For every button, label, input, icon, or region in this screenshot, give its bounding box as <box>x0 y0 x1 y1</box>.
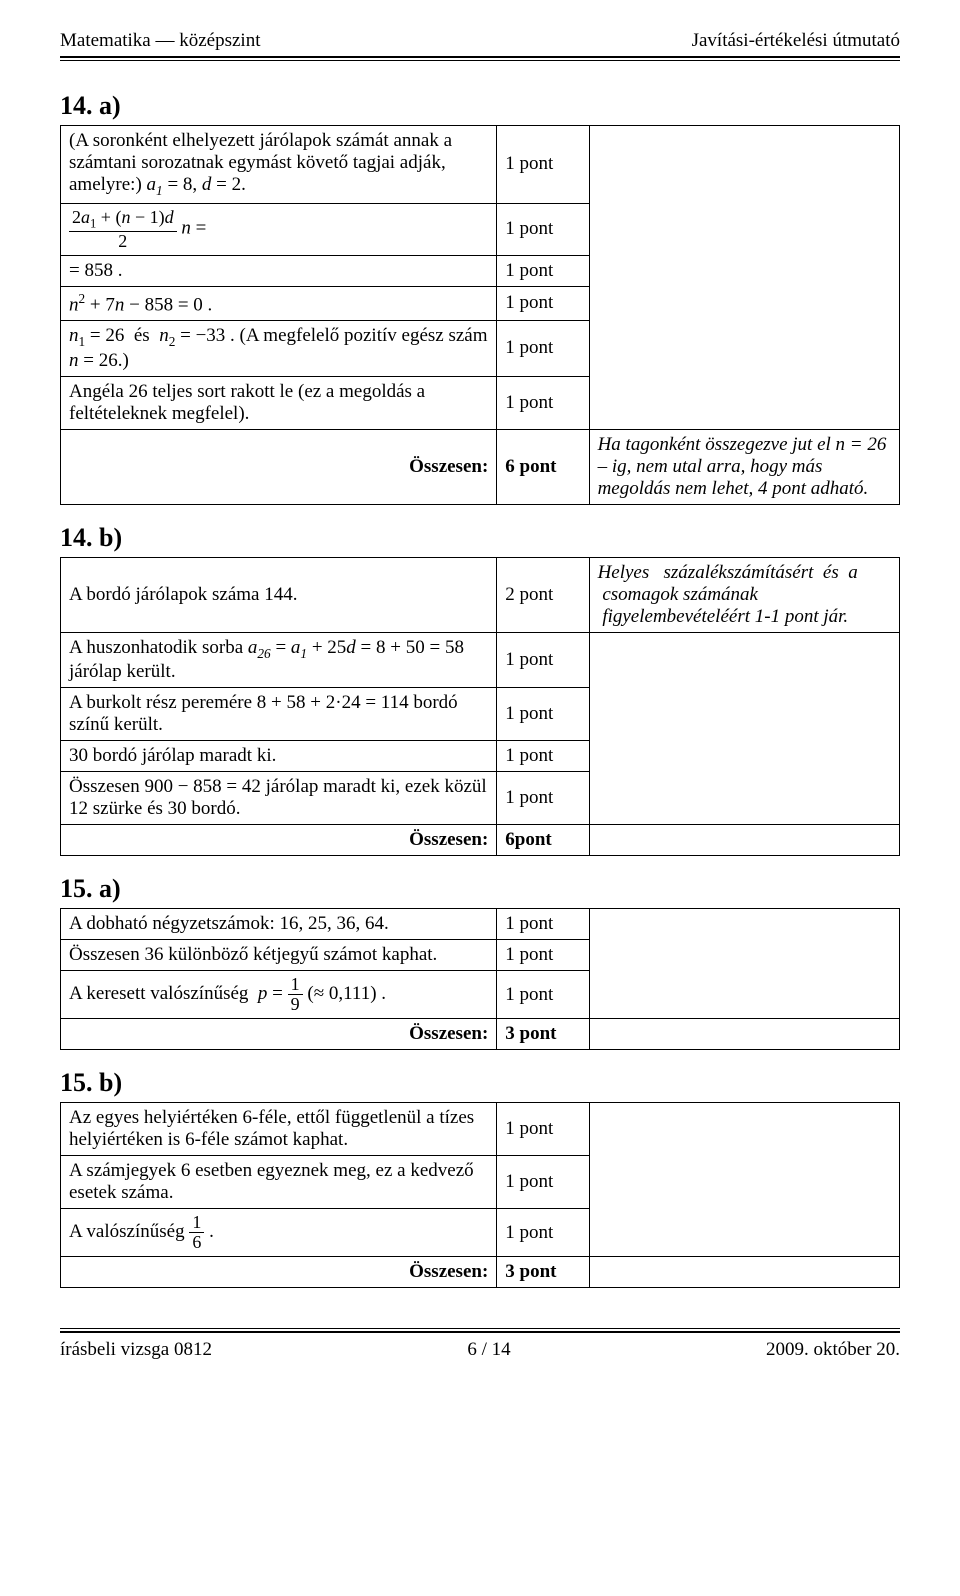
cell-total-label: Összesen: <box>61 825 497 856</box>
footer-rule-thick <box>60 1331 900 1333</box>
footer-right: 2009. október 20. <box>766 1339 900 1361</box>
cell-desc: n1 = 26 és n2 = −33 . (A megfelelő pozit… <box>61 320 497 376</box>
cell-pts: 1 pont <box>497 632 589 688</box>
cell-pts: 1 pont <box>497 286 589 320</box>
header-rule-thick <box>60 56 900 58</box>
cell-pts: 1 pont <box>497 909 589 940</box>
cell-pts: 1 pont <box>497 376 589 429</box>
page-header: Matematika — középszint Javítási-értékel… <box>60 30 900 52</box>
page-footer: írásbeli vizsga 0812 6 / 14 2009. októbe… <box>60 1328 900 1361</box>
cell-total-pts: 3 pont <box>497 1256 589 1287</box>
cell-desc: A keresett valószínűség p = 19 (≈ 0,111)… <box>61 971 497 1019</box>
table-14b: A bordó járólapok száma 144. 2 pont Hely… <box>60 557 900 857</box>
cell-desc: = 858 . <box>61 255 497 286</box>
cell-note <box>589 909 899 1019</box>
cell-note <box>589 126 899 430</box>
cell-desc: 30 bordó járólap maradt ki. <box>61 741 497 772</box>
cell-desc: Az egyes helyiértéken 6-féle, ettől függ… <box>61 1103 497 1156</box>
footer-left: írásbeli vizsga 0812 <box>60 1339 212 1361</box>
cell-pts: 1 pont <box>497 203 589 255</box>
cell-pts: 1 pont <box>497 971 589 1019</box>
cell-total-pts: 6pont <box>497 825 589 856</box>
cell-desc: 2a1 + (n − 1)d2 n = <box>61 203 497 255</box>
cell-note: Helyes százalékszámításért és a csomagok… <box>589 557 899 632</box>
cell-pts: 2 pont <box>497 557 589 632</box>
cell-pts: 1 pont <box>497 772 589 825</box>
cell-pts: 1 pont <box>497 1209 589 1257</box>
cell-desc: A dobható négyzetszámok: 16, 25, 36, 64. <box>61 909 497 940</box>
cell-total-note <box>589 1256 899 1287</box>
cell-total-label: Összesen: <box>61 1256 497 1287</box>
cell-total-note <box>589 1019 899 1050</box>
cell-desc: (A soronként elhelyezett járólapok számá… <box>61 126 497 204</box>
cell-pts: 1 pont <box>497 320 589 376</box>
cell-total-note: Ha tagonként összegezve jut el n = 26 – … <box>589 429 899 504</box>
cell-desc: A burkolt rész peremére 8 + 58 + 2·24 = … <box>61 688 497 741</box>
cell-total-label: Összesen: <box>61 429 497 504</box>
cell-desc: A valószínűség 16 . <box>61 1209 497 1257</box>
section-heading-14b: 14. b) <box>60 523 900 553</box>
table-15b: Az egyes helyiértéken 6-féle, ettől függ… <box>60 1102 900 1288</box>
header-right: Javítási-értékelési útmutató <box>692 30 900 52</box>
cell-desc: A számjegyek 6 esetben egyeznek meg, ez … <box>61 1156 497 1209</box>
cell-desc: A bordó járólapok száma 144. <box>61 557 497 632</box>
cell-desc: n2 + 7n − 858 = 0 . <box>61 286 497 320</box>
header-rule-thin <box>60 60 900 61</box>
cell-total-label: Összesen: <box>61 1019 497 1050</box>
section-heading-15b: 15. b) <box>60 1068 900 1098</box>
table-15a: A dobható négyzetszámok: 16, 25, 36, 64.… <box>60 908 900 1050</box>
cell-pts: 1 pont <box>497 688 589 741</box>
cell-total-note <box>589 825 899 856</box>
cell-total-pts: 3 pont <box>497 1019 589 1050</box>
cell-pts: 1 pont <box>497 741 589 772</box>
cell-pts: 1 pont <box>497 126 589 204</box>
cell-total-pts: 6 pont <box>497 429 589 504</box>
cell-note <box>589 632 899 825</box>
cell-pts: 1 pont <box>497 255 589 286</box>
section-heading-15a: 15. a) <box>60 874 900 904</box>
footer-center: 6 / 14 <box>467 1339 510 1361</box>
cell-desc: Angéla 26 teljes sort rakott le (ez a me… <box>61 376 497 429</box>
cell-pts: 1 pont <box>497 1103 589 1156</box>
cell-note <box>589 1103 899 1257</box>
header-left: Matematika — középszint <box>60 30 261 52</box>
footer-rule-thin <box>60 1328 900 1329</box>
table-14a: (A soronként elhelyezett járólapok számá… <box>60 125 900 505</box>
cell-desc: A huszonhatodik sorba a26 = a1 + 25d = 8… <box>61 632 497 688</box>
section-heading-14a: 14. a) <box>60 91 900 121</box>
cell-pts: 1 pont <box>497 1156 589 1209</box>
cell-desc: Összesen 900 − 858 = 42 járólap maradt k… <box>61 772 497 825</box>
cell-desc: Összesen 36 különböző kétjegyű számot ka… <box>61 940 497 971</box>
cell-pts: 1 pont <box>497 940 589 971</box>
